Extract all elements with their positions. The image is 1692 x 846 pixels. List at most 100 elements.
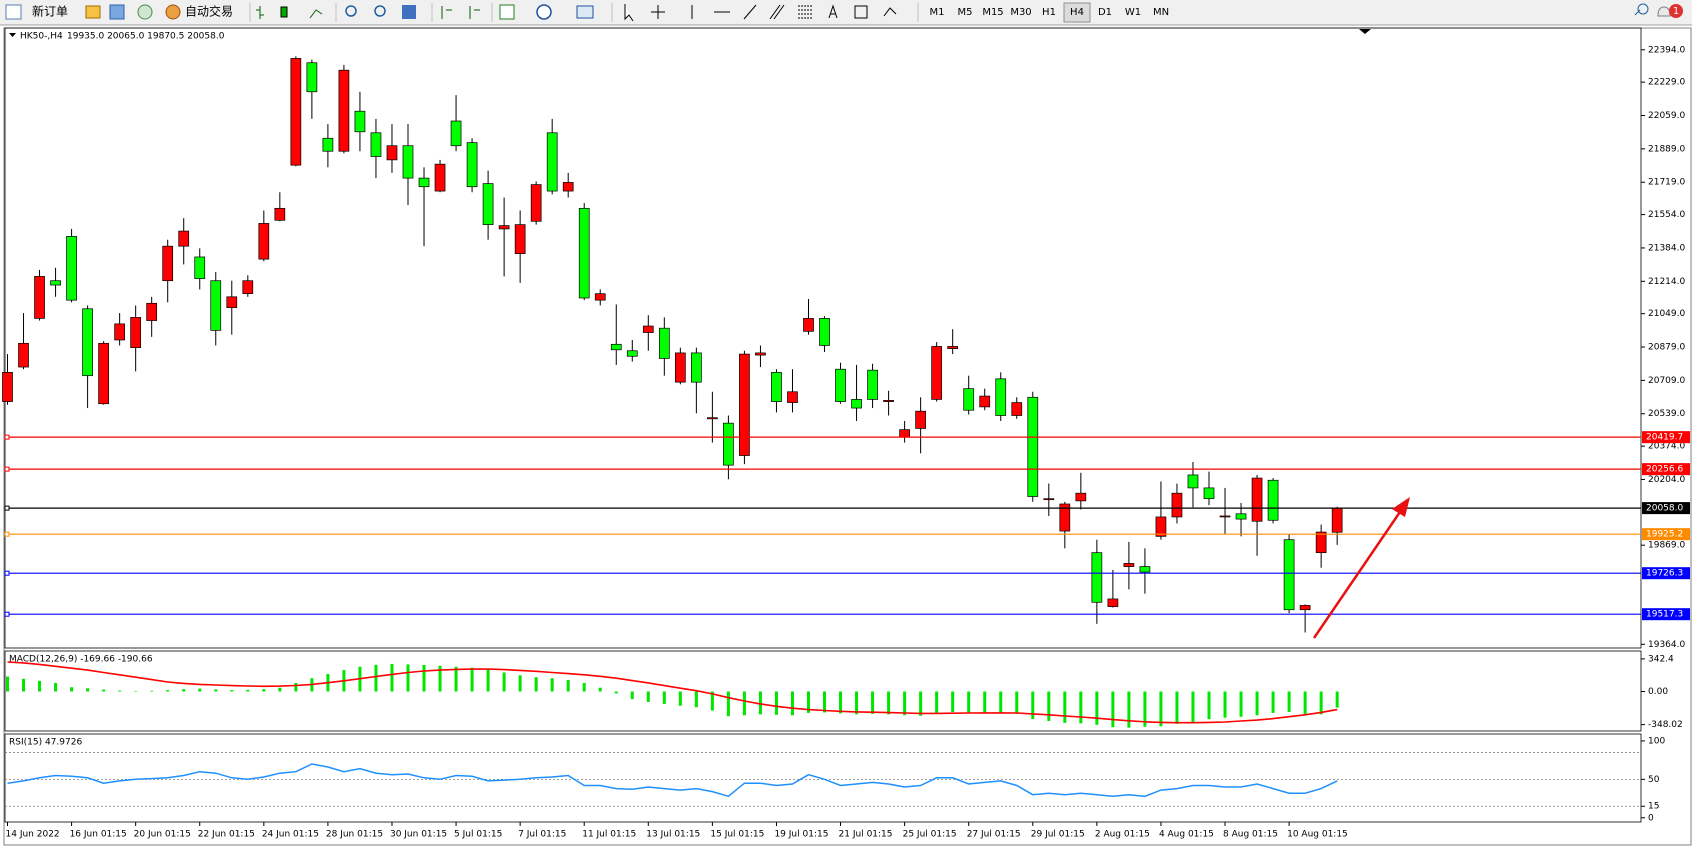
macd-bar — [1143, 691, 1147, 727]
y-tick-label: 21889.0 — [1648, 144, 1685, 154]
new-order-icon[interactable] — [5, 4, 22, 20]
search-icon[interactable] — [1634, 3, 1649, 16]
macd-bar — [710, 691, 714, 711]
level-label: 20256.6 — [1646, 465, 1683, 475]
zoom-out-icon[interactable] — [374, 5, 386, 17]
candle-body — [1331, 507, 1343, 533]
level-label-bg — [1642, 567, 1690, 580]
macd-bar — [86, 688, 90, 692]
timeframe-button[interactable]: MN — [1153, 7, 1169, 18]
zoom-in-icon[interactable] — [345, 5, 357, 17]
macd-bar — [22, 678, 26, 692]
candle-body — [755, 352, 766, 356]
crosshair-icon[interactable] — [651, 5, 665, 19]
timeframe-button[interactable]: W1 — [1125, 7, 1141, 18]
level-label: 19925.2 — [1646, 530, 1683, 540]
level-label: 20058.0 — [1646, 504, 1683, 514]
timeframe-button[interactable]: H1 — [1042, 7, 1056, 18]
tool-icon[interactable] — [109, 4, 125, 20]
tile-icon[interactable] — [402, 5, 416, 19]
periods-icon[interactable] — [536, 4, 552, 20]
candle-body — [322, 137, 334, 152]
candle-body — [819, 318, 830, 346]
y-tick-label: 20204.0 — [1648, 475, 1685, 485]
candle-body — [1283, 539, 1295, 611]
macd-bar — [470, 667, 474, 692]
shift-icon[interactable] — [469, 6, 480, 19]
candle-body — [370, 132, 382, 157]
label-icon[interactable] — [854, 5, 868, 19]
macd-bar — [518, 675, 522, 692]
macd-bar — [871, 691, 875, 714]
macd-bar — [6, 676, 9, 692]
macd-bar — [694, 691, 698, 708]
candle-body — [546, 132, 558, 192]
macd-bar — [246, 689, 250, 692]
candle-body — [1091, 552, 1103, 603]
timeframe-button[interactable]: H4 — [1070, 7, 1084, 18]
x-tick-label: 27 Jul 01:15 — [967, 830, 1021, 840]
fibo-icon[interactable] — [798, 5, 812, 19]
macd-bar — [582, 682, 586, 692]
rsi-line — [7, 763, 1338, 798]
candle-body — [691, 352, 702, 383]
new-order-button[interactable]: 新订单 — [32, 4, 68, 19]
macd-bar — [70, 687, 74, 692]
channel-icon[interactable] — [769, 4, 785, 20]
candle-body — [1187, 474, 1199, 489]
macd-bar — [839, 691, 843, 714]
x-tick-label: 8 Aug 01:15 — [1223, 830, 1278, 840]
text-icon[interactable] — [828, 4, 838, 19]
candle-body — [787, 391, 798, 403]
macd-bar — [166, 690, 170, 692]
line-chart-icon[interactable] — [309, 9, 323, 19]
x-tick-label: 5 Jul 01:15 — [454, 830, 502, 840]
pane-title: RSI(15) 47.9726 — [9, 738, 82, 748]
bell-icon[interactable] — [1657, 6, 1671, 17]
tool-icon[interactable] — [85, 5, 101, 19]
macd-bar — [502, 672, 506, 692]
macd-bar — [1191, 691, 1195, 722]
x-tick-label: 2 Aug 01:15 — [1095, 830, 1150, 840]
shapes-icon[interactable] — [883, 7, 897, 17]
chart-plot: HK50-,H4 19935.0 20065.0 19870.5 20058.0 2… — [2, 27, 1690, 840]
macd-bar — [1271, 691, 1275, 713]
macd-bar — [550, 678, 554, 692]
auto-trading-icon[interactable] — [165, 4, 181, 20]
notification-count: 1 — [1673, 6, 1679, 17]
x-tick-label: 7 Jul 01:15 — [518, 830, 566, 840]
candle-body — [354, 110, 366, 133]
cursor-icon[interactable] — [624, 4, 634, 22]
macd-signal — [7, 661, 1338, 724]
candle-body — [915, 410, 926, 429]
candle-body — [1059, 503, 1071, 532]
arrow-shaft — [1312, 508, 1404, 639]
bar-chart-icon[interactable] — [256, 6, 264, 19]
x-tick-label: 4 Aug 01:15 — [1159, 830, 1214, 840]
candle-body — [979, 395, 991, 408]
tool-icon[interactable] — [137, 4, 153, 20]
x-tick-label: 20 Jun 01:15 — [134, 830, 191, 840]
macd-bar — [406, 664, 410, 692]
macd-bar — [726, 691, 730, 717]
timeframe-button[interactable]: M15 — [982, 7, 1003, 18]
level-handle — [4, 466, 10, 472]
candle-body — [130, 317, 142, 348]
auto-trading-button[interactable]: 自动交易 — [185, 4, 233, 19]
candle-body — [242, 280, 254, 295]
autoscroll-icon[interactable] — [441, 6, 452, 19]
macd-bar — [262, 689, 266, 692]
timeframe-button[interactable]: M1 — [930, 7, 945, 18]
notification-badge[interactable] — [1669, 4, 1683, 18]
y-tick-label: 342.4 — [1648, 654, 1674, 664]
candle-chart-icon[interactable] — [280, 6, 288, 18]
templates-icon[interactable] — [576, 5, 594, 19]
timeframe-button[interactable]: M5 — [958, 7, 973, 18]
timeframe-button[interactable]: D1 — [1098, 7, 1112, 18]
annotation-arrow — [1312, 497, 1410, 639]
x-tick-label: 15 Jul 01:15 — [710, 830, 764, 840]
timeframe-button[interactable]: M30 — [1010, 7, 1031, 18]
indicators-icon[interactable] — [499, 4, 515, 20]
candle-body — [162, 245, 174, 282]
trendline-icon[interactable] — [743, 4, 757, 20]
